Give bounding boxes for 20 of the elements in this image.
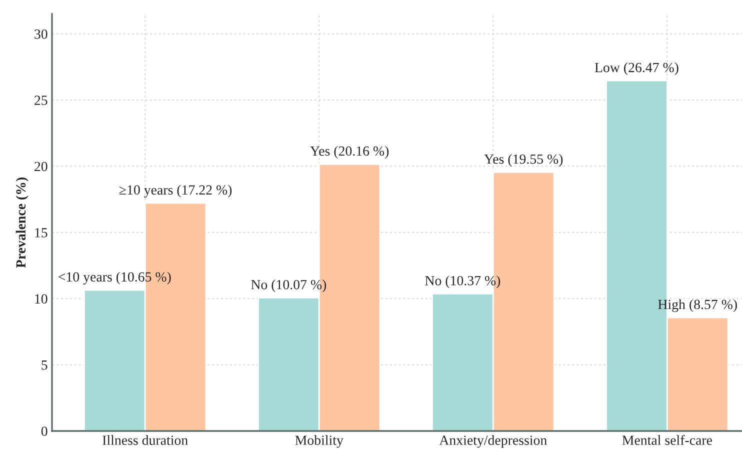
y-tick-label: 0 xyxy=(41,426,48,436)
data-label: No (10.37 %) xyxy=(425,276,500,288)
data-label: Low (26.47 %) xyxy=(594,62,678,76)
x-tick-label: Anxiety/depression xyxy=(439,435,547,448)
x-tick-label: Mobility xyxy=(295,435,344,448)
data-label: ≥10 years (17.22 %) xyxy=(119,184,232,198)
data-label: No (10.07 %) xyxy=(251,280,326,292)
data-label: <10 years (10.65 %) xyxy=(58,272,171,284)
y-axis-title: Prevalence (%) xyxy=(16,178,28,268)
data-label: Yes (19.55 %) xyxy=(484,154,563,167)
y-tick-label: 5 xyxy=(42,360,48,370)
y-tick-label: 10 xyxy=(35,294,48,304)
y-tick-label: 15 xyxy=(35,228,48,238)
x-tick-label: Mental self-care xyxy=(622,435,712,445)
y-tick-label: 20 xyxy=(34,162,48,172)
data-label: Yes (20.16 %) xyxy=(310,146,389,159)
data-label: High (8.57 %) xyxy=(658,299,737,312)
y-tick-label: 30 xyxy=(34,29,48,39)
x-tick-label: Illness duration xyxy=(102,435,188,445)
y-tick-label: 25 xyxy=(34,96,48,106)
